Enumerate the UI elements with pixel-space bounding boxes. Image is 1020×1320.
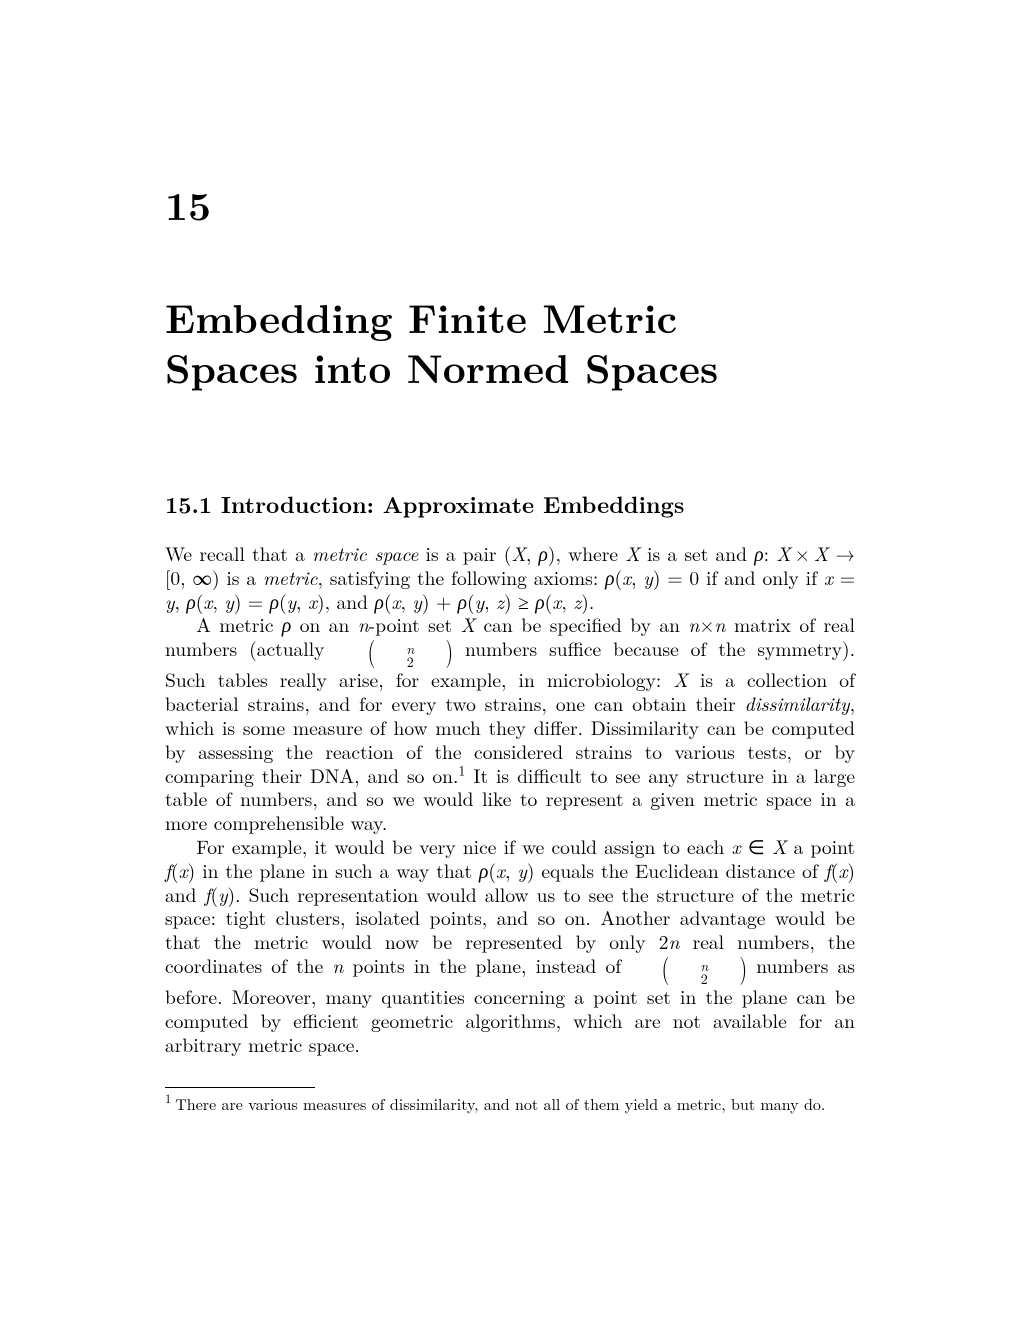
body-text: We recall that a metric space is a pair … [165,542,855,1057]
footnote-rule [165,1087,315,1088]
footnote-mark: 1 [165,1089,175,1107]
chapter-number: 15 [165,175,855,232]
footnote: 1There are various measures of dissimila… [165,1094,855,1114]
chapter-title: Embedding Finite Metric Spaces into Norm… [165,292,855,392]
footnote-text: There are various measures of dissimilar… [175,1092,825,1115]
section-heading: 15.1 Introduction: Approximate Embedding… [165,487,855,520]
page: 15 Embedding Finite Metric Spaces into N… [0,0,1020,1320]
chapter-title-line1: Embedding Finite Metric [165,288,677,345]
paragraph-3: For example, it would be very nice if we… [165,835,855,1057]
chapter-title-line2: Spaces into Normed Spaces [165,338,718,395]
paragraph-1: We recall that a metric space is a pair … [165,542,855,613]
paragraph-2: A metric ρ on an n-point set X can be sp… [165,613,855,835]
